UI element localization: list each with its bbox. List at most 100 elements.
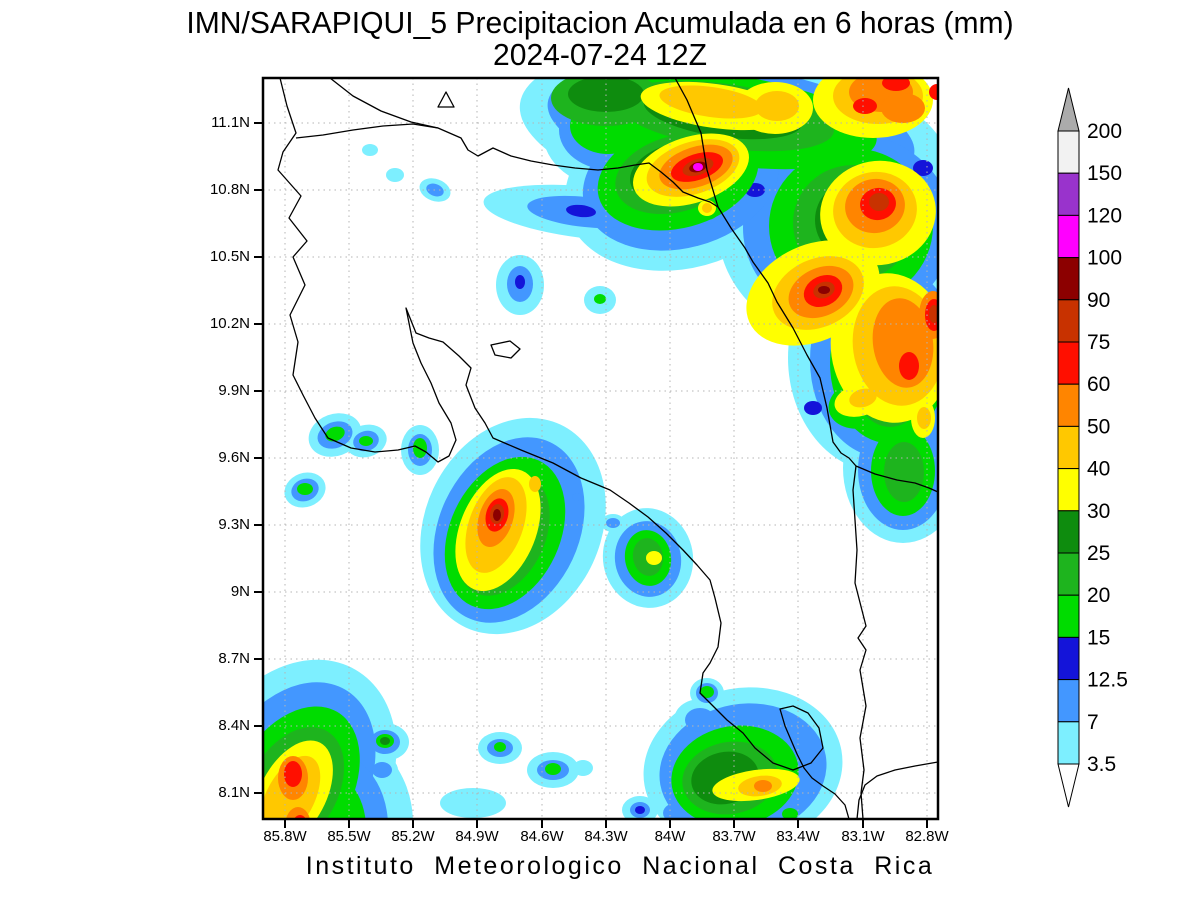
precip-cell bbox=[325, 426, 345, 442]
lon-tick-label: 82.8W bbox=[905, 828, 949, 845]
precip-cell bbox=[572, 493, 582, 501]
lon-tick-label: 83.7W bbox=[712, 828, 756, 845]
colorbar-segment bbox=[1057, 679, 1080, 723]
precip-cell bbox=[700, 686, 714, 698]
colorbar-segment bbox=[1057, 468, 1080, 512]
precip-cell bbox=[804, 401, 822, 415]
precip-cell bbox=[881, 93, 925, 123]
lon-tick-label: 85.2W bbox=[391, 828, 435, 845]
precip-cell bbox=[929, 305, 938, 323]
colorbar-segment bbox=[1057, 214, 1080, 259]
precip-cell bbox=[782, 808, 798, 819]
colorbar-segment bbox=[1057, 721, 1080, 765]
valid-time-subtitle: 2024-07-24 12Z bbox=[492, 37, 707, 72]
colorbar-segment bbox=[1057, 552, 1080, 596]
lon-tick-label: 85.5W bbox=[327, 828, 371, 845]
precip-shading bbox=[263, 78, 938, 819]
colorbar-segment bbox=[1057, 425, 1080, 470]
precip-cell bbox=[440, 788, 506, 818]
coastlines-borders bbox=[277, 78, 938, 819]
precip-cell bbox=[297, 483, 313, 495]
colorbar-segment bbox=[1057, 594, 1080, 638]
precip-cell bbox=[566, 204, 596, 218]
precip-cell bbox=[594, 294, 606, 304]
precip-cell bbox=[529, 476, 541, 492]
page-title: IMN/SARAPIQUI_5 Precipitacion Acumulada … bbox=[186, 5, 1014, 40]
precip-cell bbox=[362, 144, 378, 156]
precipitation-map bbox=[254, 76, 940, 828]
precip-cell bbox=[884, 442, 924, 502]
precip-cell bbox=[359, 436, 373, 446]
colorbar-tick-label: 30 bbox=[1087, 500, 1110, 523]
colorbar-underflow-arrow bbox=[1057, 763, 1080, 808]
coastline-path bbox=[277, 78, 850, 819]
colorbar-tick-label: 90 bbox=[1087, 289, 1110, 312]
coastline-path bbox=[674, 78, 938, 493]
lon-tick-label: 83.1W bbox=[841, 828, 885, 845]
colorbar-tick-label: 150 bbox=[1087, 162, 1122, 185]
precip-cell bbox=[646, 551, 662, 565]
colorbar-segment bbox=[1057, 257, 1080, 301]
precip-cell bbox=[685, 708, 715, 732]
colorbar-tick-label: 3.5 bbox=[1087, 753, 1116, 776]
colorbar-overflow-arrow bbox=[1057, 87, 1080, 132]
colorbar-segment bbox=[1057, 299, 1080, 343]
precip-cell bbox=[606, 518, 620, 528]
colorbar-tick-label: 75 bbox=[1087, 331, 1110, 354]
precip-cell bbox=[380, 737, 390, 745]
coastline-path bbox=[856, 761, 938, 819]
precip-cell bbox=[386, 168, 404, 182]
colorbar-tick-label: 7 bbox=[1087, 711, 1099, 734]
colorbar-segment bbox=[1057, 510, 1080, 554]
lon-tick-label: 83.4W bbox=[776, 828, 820, 845]
precip-cell bbox=[917, 407, 931, 429]
map-plot-area bbox=[254, 76, 940, 828]
precip-cell bbox=[635, 806, 645, 814]
colorbar-tick-label: 12.5 bbox=[1087, 669, 1128, 692]
lat-tick-label: 8.1N bbox=[218, 784, 250, 801]
colorbar-tick-label: 100 bbox=[1087, 247, 1122, 270]
lon-tick-label: 84.9W bbox=[455, 828, 499, 845]
lon-tick-label: 84W bbox=[654, 828, 686, 845]
colorbar-legend: 200 150 120 100 90 75 60 50 40 30 25 20 15 12.5 7 3.5 bbox=[1057, 87, 1128, 808]
precip-cell bbox=[702, 203, 712, 213]
colorbar-segment bbox=[1057, 130, 1080, 174]
precip-cell bbox=[869, 193, 889, 211]
precip-cell bbox=[882, 78, 910, 91]
lon-tick-label: 84.6W bbox=[520, 828, 564, 845]
axis-ticks bbox=[254, 122, 928, 828]
lat-tick-label: 9.3N bbox=[218, 516, 250, 533]
lat-tick-label: 9N bbox=[230, 583, 250, 600]
graticule bbox=[263, 78, 938, 819]
precip-cell bbox=[372, 762, 392, 778]
colorbar-segment bbox=[1057, 341, 1080, 385]
lat-tick-label: 10.5N bbox=[209, 248, 250, 265]
precip-cell bbox=[659, 85, 763, 119]
precip-cell bbox=[755, 91, 799, 121]
lat-tick-label: 9.9N bbox=[218, 382, 250, 399]
colorbar-tick-label: 25 bbox=[1087, 542, 1110, 565]
precip-cell bbox=[285, 807, 311, 819]
colorbar-tick-label: 50 bbox=[1087, 415, 1110, 438]
precip-cell bbox=[494, 742, 506, 752]
colorbar-tick-label: 15 bbox=[1087, 626, 1110, 649]
coastline-path bbox=[437, 91, 455, 108]
lat-tick-label: 9.6N bbox=[218, 449, 250, 466]
coastline-path bbox=[852, 465, 867, 819]
lat-tick-label: 11.1N bbox=[211, 114, 250, 131]
colorbar-segment bbox=[1057, 383, 1080, 427]
colorbar-tick-label: 20 bbox=[1087, 584, 1110, 607]
colorbar-tick-label: 120 bbox=[1087, 204, 1122, 227]
lon-tick-label: 85.8W bbox=[263, 828, 307, 845]
coastline-path bbox=[295, 123, 439, 139]
colorbar-segment bbox=[1057, 172, 1080, 216]
plot-frame bbox=[261, 76, 940, 821]
precip-cell bbox=[570, 567, 586, 579]
precip-cell bbox=[515, 275, 525, 289]
lat-tick-label: 8.4N bbox=[218, 717, 250, 734]
precip-cell bbox=[818, 286, 830, 294]
lat-tick-label: 10.8N bbox=[209, 181, 250, 198]
colorbar-tick-label: 200 bbox=[1087, 120, 1122, 143]
precip-cell bbox=[853, 98, 877, 114]
